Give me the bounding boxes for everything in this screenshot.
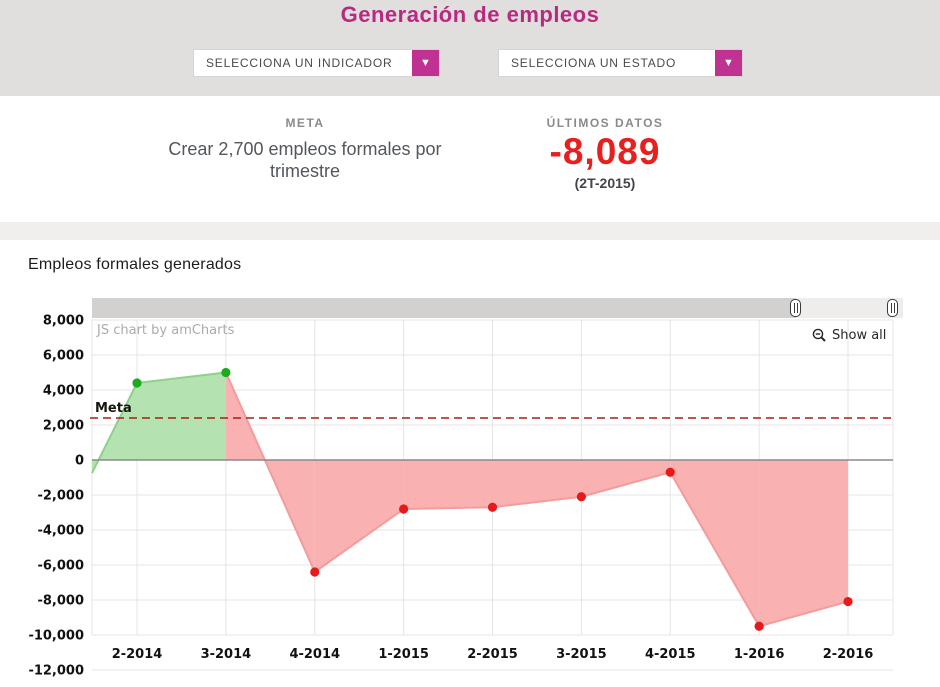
indicator-dropdown-value: SELECCIONA UN INDICADOR xyxy=(206,56,393,70)
chevron-down-icon[interactable]: ▼ xyxy=(412,50,439,76)
data-point-bullet[interactable] xyxy=(754,621,764,631)
y-axis-label: -4,000 xyxy=(37,524,84,539)
scrollbar-left-handle-icon[interactable] xyxy=(790,299,801,317)
x-axis-label: 2-2016 xyxy=(823,647,874,662)
chart-scrollbar[interactable] xyxy=(92,298,903,318)
meta-block: META Crear 2,700 empleos formales por tr… xyxy=(155,116,455,182)
area-fill-negative xyxy=(403,460,493,509)
y-axis-label: 8,000 xyxy=(43,314,84,329)
chart-title: Empleos formales generados xyxy=(28,256,242,273)
data-point-bullet[interactable] xyxy=(399,504,409,514)
zoom-out-icon xyxy=(812,328,826,342)
y-axis-label: -2,000 xyxy=(37,489,84,504)
scrollbar-right-handle-icon[interactable] xyxy=(887,299,898,317)
y-axis-label: 2,000 xyxy=(43,419,84,434)
latest-data-value: -8,089 xyxy=(549,131,661,172)
y-axis-label: -10,000 xyxy=(28,629,84,644)
series-line xyxy=(314,508,405,573)
indicator-dropdown[interactable]: SELECCIONA UN INDICADOR ▼ xyxy=(193,49,440,77)
series-line xyxy=(669,471,760,627)
series-line xyxy=(758,600,849,628)
show-all-label: Show all xyxy=(832,328,887,343)
latest-data-label: ÚLTIMOS DATOS xyxy=(546,116,664,130)
grip-icon xyxy=(890,303,895,313)
series-line xyxy=(492,495,582,509)
x-axis-label: 3-2015 xyxy=(556,647,607,662)
divider-strip xyxy=(0,222,940,240)
area-fill-negative xyxy=(670,460,760,627)
chevron-down-icon[interactable]: ▼ xyxy=(715,50,742,76)
latest-data-block: ÚLTIMOS DATOS -8,089 (2T-2015) xyxy=(455,116,755,191)
data-point-bullet[interactable] xyxy=(132,378,142,388)
data-point-bullet[interactable] xyxy=(221,367,231,378)
grip-icon xyxy=(793,303,798,313)
y-axis-label: 0 xyxy=(75,454,84,469)
amcharts-watermark-link[interactable]: JS chart by amCharts xyxy=(97,323,235,338)
summary-panel: META Crear 2,700 empleos formales por tr… xyxy=(0,96,940,222)
data-point-bullet[interactable] xyxy=(576,492,586,502)
state-dropdown-value: SELECCIONA UN ESTADO xyxy=(511,56,677,70)
area-fill-negative xyxy=(759,460,848,627)
x-axis-label: 4-2014 xyxy=(289,647,340,662)
meta-text: Crear 2,700 empleos formales por trimest… xyxy=(168,139,442,181)
x-axis-label: 4-2015 xyxy=(645,647,696,662)
y-axis-label: -8,000 xyxy=(37,594,84,609)
series-line xyxy=(224,372,316,573)
x-axis-label: 1-2015 xyxy=(378,647,429,662)
page-title: Generación de empleos xyxy=(340,2,600,27)
series-line xyxy=(91,382,138,474)
show-all-button[interactable]: Show all xyxy=(812,328,886,343)
series-line xyxy=(136,371,226,384)
goal-line-label: Meta xyxy=(95,401,132,416)
y-axis-label: -6,000 xyxy=(37,559,84,574)
x-axis-label: 1-2016 xyxy=(734,647,785,662)
y-axis-label: 6,000 xyxy=(43,349,84,364)
area-fill-positive xyxy=(137,372,226,460)
x-axis-label: 2-2014 xyxy=(112,647,163,662)
state-dropdown[interactable]: SELECCIONA UN ESTADO ▼ xyxy=(498,49,743,77)
data-point-bullet[interactable] xyxy=(310,567,320,577)
area-fill-negative xyxy=(581,460,671,497)
data-point-bullet[interactable] xyxy=(487,502,498,512)
x-axis-label: 3-2014 xyxy=(201,647,252,662)
meta-label: META xyxy=(285,116,325,130)
y-axis-label: -12,000 xyxy=(28,664,84,679)
data-point-bullet[interactable] xyxy=(665,467,675,477)
data-point-bullet[interactable] xyxy=(843,596,853,607)
latest-data-period: (2T-2015) xyxy=(574,175,636,191)
series-line xyxy=(581,471,671,498)
page-header: Generación de empleos SELECCIONA UN INDI… xyxy=(0,0,940,96)
x-axis-label: 2-2015 xyxy=(467,647,518,662)
area-fill-negative xyxy=(314,460,404,572)
area-fill-negative xyxy=(492,460,582,508)
y-axis-label: 4,000 xyxy=(43,384,84,399)
scrollbar-selected-range[interactable] xyxy=(796,298,903,318)
series-line xyxy=(403,506,493,510)
